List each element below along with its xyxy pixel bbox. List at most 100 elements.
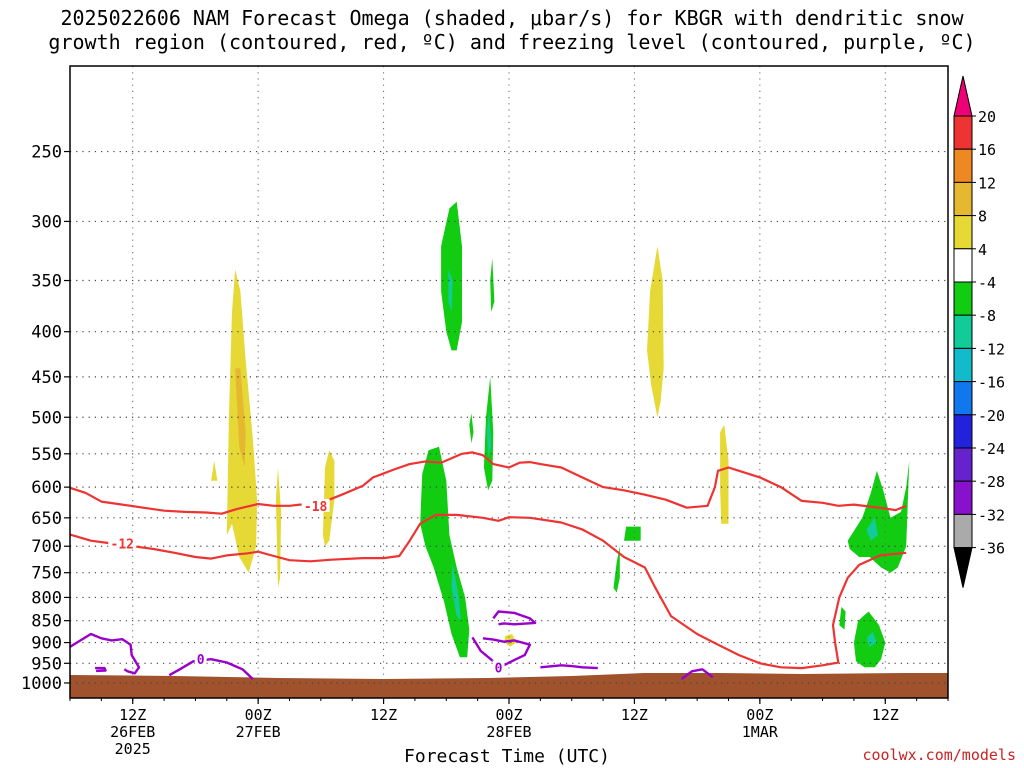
- ground-layer: [70, 673, 948, 698]
- freezing-contour-line: [680, 668, 714, 681]
- colorbar-box: [953, 347, 973, 383]
- omega-region: [847, 460, 910, 573]
- freezing-contour-line: [168, 658, 254, 680]
- x-tick-date: 28FEB: [486, 723, 531, 741]
- x-tick-date: 1MAR: [742, 723, 779, 741]
- colorbar-label: 8: [978, 208, 987, 226]
- omega-region: [420, 446, 470, 658]
- omega-region: [866, 517, 878, 541]
- colorbar-box: [953, 148, 973, 183]
- chart-title: 2025022606 NAM Forecast Omega (shaded, μ…: [0, 6, 1024, 54]
- omega-region: [647, 246, 664, 418]
- y-tick-label: 850: [31, 612, 62, 632]
- x-tick-date: 27FEB: [236, 723, 281, 741]
- title-line-2: growth region (contoured, red, ºC) and f…: [48, 30, 976, 54]
- colorbar-label: -16: [978, 374, 1005, 392]
- freezing-contour-label: 0: [197, 653, 205, 668]
- y-tick-label: 1000: [21, 674, 62, 694]
- dgz-contour-label: -12: [111, 537, 134, 552]
- colorbar-box: [953, 480, 973, 515]
- colorbar-top-arrow: [953, 75, 973, 117]
- colorbar: 20 16 12 8 4 -4 -8 -12 -16 -20 -24 -28 -32 -36: [953, 75, 1005, 588]
- y-tick-label: 800: [31, 588, 62, 608]
- y-tick-label: 550: [31, 445, 62, 465]
- credit-text: coolwx.com/models: [862, 746, 1016, 764]
- grid-layer: [70, 66, 948, 698]
- x-tick-label: 00Z: [495, 706, 522, 724]
- axes-layer: 2503003504004505005506006507007508008509…: [21, 65, 949, 758]
- colorbar-label: 20: [978, 108, 996, 126]
- dgz-contour-label-bg: [108, 536, 137, 550]
- colorbar-box: [953, 314, 973, 349]
- y-tick-label: 650: [31, 509, 62, 529]
- x-tick-date: 26FEB: [110, 723, 155, 741]
- freezing-contour-label-bg: [492, 660, 505, 674]
- x-tick-label: 12Z: [370, 706, 397, 724]
- dgz-contour-label-bg: [301, 498, 330, 512]
- colorbar-label: -32: [978, 506, 1005, 524]
- freezing-contour-line: [95, 666, 107, 673]
- omega-region: [839, 606, 846, 630]
- x-tick-label: 12Z: [119, 706, 146, 724]
- colorbar-box: [953, 115, 973, 150]
- colorbar-box: [953, 447, 973, 482]
- colorbar-label: 16: [978, 141, 996, 159]
- x-tick-label: 12Z: [872, 706, 899, 724]
- omega-region: [866, 631, 877, 647]
- y-tick-label: 900: [31, 634, 62, 654]
- freezing-contour-label: 0: [495, 661, 503, 676]
- dgz-contour-line: [69, 513, 907, 670]
- colorbar-label: -28: [978, 473, 1005, 491]
- colorbar-label: -36: [978, 540, 1005, 558]
- omega-region: [613, 546, 620, 593]
- dgz-contour-line: [69, 451, 907, 515]
- plot-frame: [69, 65, 949, 699]
- colorbar-label: -8: [978, 307, 996, 325]
- omega-region: [235, 368, 246, 468]
- omega-region: [441, 201, 462, 351]
- x-axis-title: Forecast Time (UTC): [404, 746, 610, 767]
- omega-region: [720, 424, 729, 524]
- y-tick-label: 350: [31, 272, 62, 292]
- colorbar-box: [953, 281, 973, 316]
- omega-region: [624, 526, 641, 541]
- y-tick-label: 950: [31, 654, 62, 674]
- omega-region: [448, 269, 453, 312]
- colorbar-label: -4: [978, 274, 996, 292]
- omega-region: [275, 467, 282, 588]
- colorbar-bottom-arrow: [953, 547, 973, 588]
- omega-region: [487, 409, 492, 458]
- y-tick-label: 300: [31, 212, 62, 232]
- title-line-1: 2025022606 NAM Forecast Omega (shaded, μ…: [60, 6, 964, 30]
- freezing-contour-line: [492, 610, 537, 626]
- colorbar-box: [953, 381, 973, 416]
- colorbar-label: 4: [978, 241, 987, 259]
- colorbar-box: [953, 215, 973, 250]
- freezing-contour-line: [540, 664, 598, 670]
- y-tick-label: 250: [31, 143, 62, 163]
- colorbar-label: -24: [978, 440, 1005, 458]
- y-tick-label: 600: [31, 478, 62, 498]
- x-tick-label: 12Z: [621, 706, 648, 724]
- freezing-contour-line: [471, 636, 532, 667]
- y-tick-label: 400: [31, 323, 62, 343]
- x-tick-year: 2025: [115, 740, 151, 758]
- omega-region: [469, 413, 474, 444]
- y-tick-label: 700: [31, 537, 62, 557]
- omega-region: [490, 258, 495, 312]
- contour-layer: -18 -12 0 0: [69, 451, 907, 681]
- colorbar-label: -12: [978, 340, 1005, 358]
- ground-surface: [70, 673, 948, 698]
- x-tick-label: 00Z: [245, 706, 272, 724]
- colorbar-box: [953, 248, 973, 283]
- omega-region: [322, 450, 335, 547]
- colorbar-box: [953, 513, 973, 549]
- omega-region: [451, 562, 461, 621]
- colorbar-box: [953, 414, 973, 449]
- freezing-contour-line: [69, 632, 141, 675]
- colorbar-label: 12: [978, 174, 996, 192]
- colorbar-box: [953, 181, 973, 217]
- x-tick-label: 00Z: [746, 706, 773, 724]
- dgz-contour-label: -18: [304, 500, 328, 515]
- y-tick-label: 750: [31, 564, 62, 584]
